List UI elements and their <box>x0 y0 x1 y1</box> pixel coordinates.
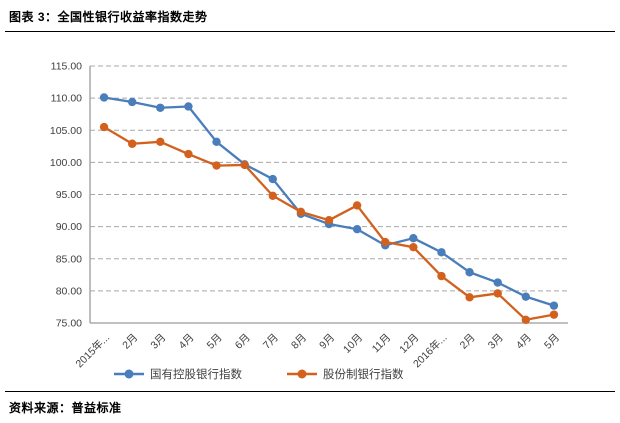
data-point <box>240 160 249 170</box>
series-state-owned-banks-index <box>99 93 559 310</box>
y-tick-label: 95.00 <box>56 189 82 201</box>
source-note: 资料来源：普益标准 <box>9 401 122 415</box>
data-point <box>521 292 531 301</box>
data-point <box>549 310 559 319</box>
x-tick-label: 4月 <box>176 332 196 352</box>
x-tick-label: 7月 <box>261 332 281 352</box>
y-gridlines <box>90 65 568 324</box>
data-point <box>324 216 334 225</box>
chart-area: 75.00 80.00 85.00 90.00 95.00 100.00 105.00 110… <box>0 40 620 390</box>
legend-label: 股份制银行指数 <box>323 369 404 381</box>
x-tick-label: 5月 <box>205 332 225 352</box>
x-tick-label: 2月 <box>458 332 478 352</box>
data-point <box>156 137 165 147</box>
x-tick-label: 9月 <box>317 332 337 352</box>
data-point <box>352 224 362 234</box>
data-point <box>465 268 474 277</box>
x-tick-label: 6月 <box>233 332 253 352</box>
data-point <box>493 289 502 298</box>
y-tick-label: 110.00 <box>51 93 82 105</box>
data-point <box>465 293 474 302</box>
chart-legend: 国有控股银行指数 股份制银行指数 <box>0 366 620 382</box>
x-tick-label: 12月 <box>397 332 421 356</box>
x-tick-label: 5月 <box>542 332 562 352</box>
data-point <box>381 237 390 247</box>
x-tick-label: 2月 <box>120 332 140 352</box>
data-point <box>493 278 502 287</box>
x-tick-label: 11月 <box>370 332 394 356</box>
y-tick-label: 85.00 <box>56 253 82 265</box>
y-tick-label: 115.00 <box>51 61 82 73</box>
data-point <box>127 97 137 107</box>
legend-label: 国有控股银行指数 <box>150 369 242 381</box>
legend-item-joint-stock-banks-index: 股份制银行指数 <box>286 366 404 382</box>
figure-title: 图表 3：全国性银行收益率指数走势 <box>9 10 208 24</box>
line-marker-icon <box>287 369 317 379</box>
data-point <box>437 271 446 281</box>
x-tick-label: 3月 <box>486 332 506 352</box>
data-point <box>437 248 446 257</box>
data-point <box>296 207 306 217</box>
y-tick-label: 75.00 <box>56 318 82 330</box>
data-point <box>268 174 277 184</box>
x-axis-tick-labels: 2015年... 2月 3月 4月 5月 6月 7月 8月 9月 10月 11月 12月2016年..… <box>73 331 562 370</box>
data-point <box>99 93 109 102</box>
data-point <box>156 103 165 112</box>
data-point <box>521 315 531 324</box>
data-point <box>409 233 418 243</box>
data-point <box>549 301 559 310</box>
data-point <box>409 242 418 252</box>
x-tick-label: 8月 <box>289 332 309 352</box>
x-tick-label: 4月 <box>514 332 534 352</box>
y-tick-label: 100.00 <box>50 157 82 169</box>
legend-item-state-owned-banks-index: 国有控股银行指数 <box>113 366 242 382</box>
data-point <box>184 149 193 159</box>
data-point <box>352 201 362 210</box>
y-axis-tick-labels: 75.00 80.00 85.00 90.00 95.00 100.00 105.00 110… <box>50 61 82 330</box>
y-tick-label: 90.00 <box>56 221 82 233</box>
data-point <box>212 161 221 170</box>
x-tick-label: 2015年... <box>73 331 112 370</box>
source-divider <box>5 391 615 392</box>
data-point <box>268 191 277 200</box>
line-marker-icon <box>114 369 144 379</box>
data-point <box>212 137 221 147</box>
data-point <box>127 139 137 148</box>
data-point <box>184 102 193 111</box>
x-tick-label: 10月 <box>341 332 365 356</box>
title-divider <box>5 31 615 32</box>
y-tick-label: 105.00 <box>50 125 82 137</box>
series-joint-stock-banks-index <box>99 122 559 324</box>
line-chart-canvas: 75.00 80.00 85.00 90.00 95.00 100.00 105.00 110… <box>50 61 568 370</box>
x-tick-label: 3月 <box>148 332 168 352</box>
y-tick-label: 80.00 <box>56 285 82 297</box>
data-point <box>99 122 109 132</box>
